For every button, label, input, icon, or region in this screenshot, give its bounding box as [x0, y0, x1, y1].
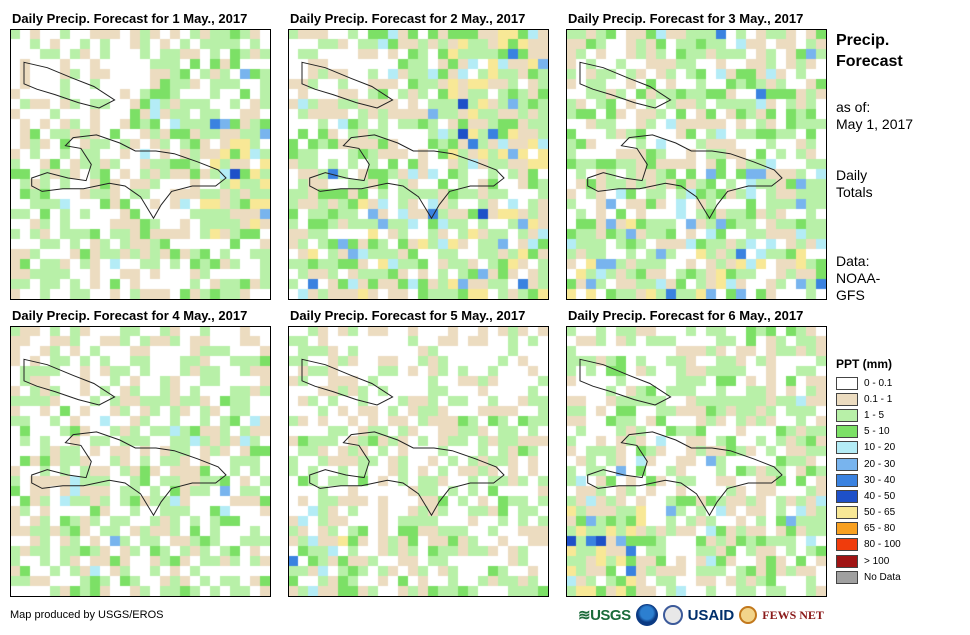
legend-item: No Data [836, 569, 901, 585]
legend-swatch [836, 473, 858, 487]
precip-grid [11, 30, 270, 299]
sidebar-asof: as of: May 1, 2017 [836, 99, 913, 133]
logo-strip: ≋USGS USAID FEWS NET [578, 603, 824, 627]
legend-title: PPT (mm) [836, 357, 893, 371]
sidebar-asof-date: May 1, 2017 [836, 116, 914, 132]
coastline-overlay [23, 358, 227, 517]
precip-grid [567, 327, 826, 596]
legend-label: 1 - 5 [864, 409, 885, 421]
sidebar-data-source: Data: NOAA- GFS [836, 253, 880, 304]
legend-label: 50 - 65 [864, 507, 896, 519]
forecast-map-5 [288, 326, 549, 597]
noaa-logo-icon [635, 604, 658, 626]
coastline-overlay [23, 61, 227, 220]
sidebar-data-line3: GFS [836, 287, 865, 303]
cuba-outline [579, 358, 672, 406]
legend-swatch [836, 489, 858, 503]
legend: 0 - 0.1 0.1 - 1 1 - 5 5 - 10 10 - 20 20 - 30 3… [836, 375, 901, 585]
hispaniola-outline [309, 431, 505, 517]
coastline-overlay [579, 358, 783, 517]
cuba-outline [23, 61, 116, 109]
panel-title-3: Daily Precip. Forecast for 3 May., 2017 [568, 11, 804, 26]
panel-title-2: Daily Precip. Forecast for 2 May., 2017 [290, 11, 526, 26]
legend-item: 30 - 40 [836, 472, 901, 488]
legend-item: 0 - 0.1 [836, 375, 901, 391]
sidebar-data-line1: Data: [836, 253, 870, 269]
legend-item: 50 - 65 [836, 505, 901, 521]
legend-swatch [836, 392, 858, 406]
cuba-outline [23, 358, 116, 406]
forecast-map-1 [10, 29, 271, 300]
legend-swatch [836, 554, 858, 568]
forecast-map-4 [10, 326, 271, 597]
legend-label: 0 - 0.1 [864, 377, 893, 389]
usaid-logo: USAID [687, 606, 735, 624]
legend-item: 0.1 - 1 [836, 391, 901, 407]
coastline-overlay [579, 61, 783, 220]
sidebar-totals-line1: Daily [836, 167, 868, 183]
precip-grid [11, 327, 270, 596]
legend-swatch [836, 441, 858, 455]
hispaniola-outline [587, 134, 783, 220]
legend-item: 20 - 30 [836, 456, 901, 472]
usaid-seal-icon [662, 605, 683, 625]
cuba-outline [579, 61, 672, 109]
panel-title-5: Daily Precip. Forecast for 5 May., 2017 [290, 308, 526, 323]
legend-swatch [836, 425, 858, 439]
legend-swatch [836, 570, 858, 584]
sidebar-totals-line2: Totals [836, 184, 873, 200]
cuba-outline [301, 358, 394, 406]
sidebar-totals: Daily Totals [836, 167, 873, 201]
usgs-logo: ≋USGS [578, 607, 631, 624]
fews-net-mark-icon [739, 606, 758, 624]
legend-item: 5 - 10 [836, 424, 901, 440]
sidebar-data-line2: NOAA- [836, 270, 881, 286]
legend-item: 40 - 50 [836, 488, 901, 504]
hispaniola-outline [31, 134, 227, 220]
sidebar-title-line2: Forecast [836, 53, 903, 70]
legend-swatch [836, 522, 858, 536]
cuba-outline [301, 61, 394, 109]
legend-label: 40 - 50 [864, 490, 896, 502]
legend-item: 80 - 100 [836, 537, 901, 553]
legend-label: 80 - 100 [864, 539, 901, 551]
legend-label: 30 - 40 [864, 474, 896, 486]
legend-label: 0.1 - 1 [864, 393, 893, 405]
hispaniola-outline [31, 431, 227, 517]
hispaniola-outline [587, 431, 783, 517]
forecast-map-3 [566, 29, 827, 300]
coastline-overlay [301, 61, 505, 220]
legend-label: 5 - 10 [864, 426, 890, 438]
legend-label: No Data [864, 571, 901, 583]
legend-swatch [836, 506, 858, 520]
legend-item: 10 - 20 [836, 440, 901, 456]
forecast-map-6 [566, 326, 827, 597]
map-credit: Map produced by USGS/EROS [10, 609, 164, 621]
legend-swatch [836, 457, 858, 471]
legend-label: 65 - 80 [864, 523, 896, 535]
coastline-overlay [301, 358, 505, 517]
legend-item: > 100 [836, 553, 901, 569]
fews-net-logo: FEWS NET [762, 607, 824, 622]
legend-swatch [836, 538, 858, 552]
forecast-map-2 [288, 29, 549, 300]
legend-swatch [836, 408, 858, 422]
precip-grid [289, 30, 548, 299]
panel-title-6: Daily Precip. Forecast for 6 May., 2017 [568, 308, 804, 323]
precip-grid [567, 30, 826, 299]
sidebar-title: Precip. Forecast [836, 30, 903, 72]
panel-title-1: Daily Precip. Forecast for 1 May., 2017 [12, 11, 248, 26]
legend-swatch [836, 376, 858, 390]
legend-item: 1 - 5 [836, 407, 901, 423]
legend-item: 65 - 80 [836, 521, 901, 537]
legend-label: 10 - 20 [864, 442, 896, 454]
sidebar-asof-label: as of: [836, 99, 871, 115]
legend-label: 20 - 30 [864, 458, 896, 470]
legend-label: > 100 [864, 555, 890, 567]
sidebar-title-line1: Precip. [836, 32, 890, 49]
hispaniola-outline [309, 134, 505, 220]
panel-title-4: Daily Precip. Forecast for 4 May., 2017 [12, 308, 248, 323]
precip-grid [289, 327, 548, 596]
